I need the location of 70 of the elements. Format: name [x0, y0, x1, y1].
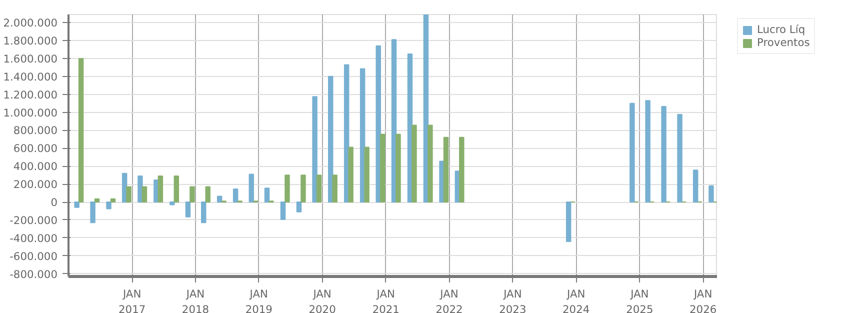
- bar: [677, 114, 682, 203]
- y-tick-label: 2.000.000: [3, 16, 58, 30]
- y-tick-label: -600.000: [10, 250, 58, 263]
- bar: [332, 174, 338, 203]
- y-tick-label: 0: [50, 196, 58, 210]
- x-tick-label: JAN 2017: [118, 288, 146, 313]
- bar: [78, 58, 84, 203]
- bar: [296, 202, 302, 212]
- x-tick-label: JAN 2022: [436, 288, 463, 313]
- y-tick-label: 1.400.000: [3, 70, 58, 84]
- bar: [328, 76, 334, 203]
- bar: [630, 102, 635, 203]
- bar: [170, 202, 175, 206]
- x-tick-label: JAN 2018: [182, 288, 210, 313]
- bar: [692, 170, 698, 203]
- legend-label: Lucro Líq: [757, 23, 806, 36]
- bar: [74, 202, 80, 208]
- bar: [428, 124, 433, 203]
- bar: [459, 136, 464, 203]
- bar: [158, 176, 164, 203]
- y-tick-label: -800.000: [10, 268, 58, 281]
- bar: [185, 202, 191, 218]
- x-tick-label: JAN 2021: [372, 288, 400, 313]
- bar: [380, 134, 386, 203]
- bar: [661, 106, 666, 203]
- bar: [248, 174, 254, 203]
- y-tick-label: -400.000: [10, 232, 58, 245]
- x-tick-label: JAN 2020: [308, 288, 336, 313]
- y-tick-label: 800.000: [13, 124, 58, 138]
- bar: [126, 186, 132, 203]
- y-tick-label: 200.000: [13, 178, 58, 192]
- bar: [138, 176, 143, 203]
- bar: [348, 146, 354, 203]
- bar: [94, 198, 100, 203]
- bar: [316, 174, 322, 203]
- x-tick-label: JAN 2019: [245, 288, 273, 313]
- x-tick-label: JAN 2025: [626, 288, 654, 313]
- bar: [264, 188, 270, 203]
- legend-label: Proventos: [757, 36, 810, 49]
- bar: [364, 146, 370, 203]
- y-tick-label: 1.200.000: [3, 88, 58, 102]
- bar: [566, 202, 572, 242]
- bar: [142, 186, 148, 203]
- bar: [645, 100, 650, 203]
- bar: [106, 202, 112, 210]
- bar: [300, 174, 306, 203]
- x-tick-label: JAN 2023: [499, 288, 526, 313]
- bar: [443, 136, 449, 203]
- bar: [396, 134, 401, 203]
- bar: [201, 202, 206, 224]
- x-tick-label: JAN 2024: [562, 288, 590, 313]
- y-tick-label: -200.000: [10, 214, 58, 227]
- x-tick-label: JAN 2026: [690, 288, 717, 313]
- bar: [284, 174, 290, 203]
- y-tick-label: 400.000: [13, 160, 58, 174]
- y-tick-label: 1.600.000: [3, 52, 58, 66]
- bar: [412, 124, 417, 203]
- bar: [190, 186, 195, 203]
- bar: [708, 185, 714, 203]
- bar: [174, 176, 180, 203]
- bar: [110, 198, 116, 203]
- y-tick-label: 1.000.000: [3, 106, 58, 120]
- bar: [216, 196, 222, 203]
- bar: [312, 96, 318, 203]
- bar: [280, 202, 286, 220]
- bar: [205, 186, 210, 203]
- y-tick-label: 1.800.000: [3, 34, 58, 48]
- y-tick-label: 600.000: [13, 142, 58, 156]
- bar: [232, 188, 238, 203]
- bar: [90, 202, 96, 224]
